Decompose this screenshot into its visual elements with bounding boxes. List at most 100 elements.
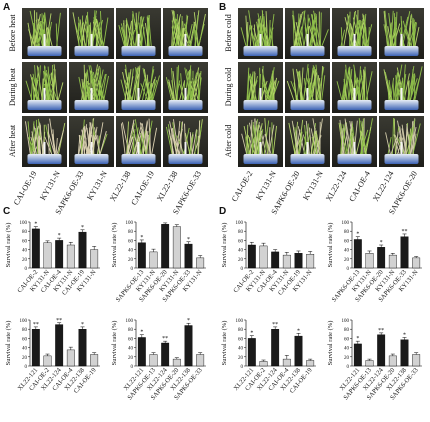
leaf (55, 137, 58, 157)
y-tick-label: 40 (22, 249, 28, 254)
column-label: CAI-OE-4 (347, 170, 372, 204)
leaf (176, 120, 181, 157)
error-bar (355, 340, 360, 344)
leaf (171, 26, 177, 49)
photo (379, 8, 424, 59)
leaf (349, 136, 353, 157)
leaf (141, 16, 147, 49)
y-tick-label: 20 (22, 258, 28, 263)
label-stick (137, 142, 140, 154)
bar (353, 343, 362, 367)
leaf (30, 121, 35, 157)
y-tick-label: 40 (344, 347, 350, 352)
pot (121, 100, 156, 110)
leaf (94, 127, 101, 157)
leaf (394, 64, 403, 103)
label-stick (184, 88, 187, 100)
leaf (340, 29, 345, 49)
leaf (128, 29, 136, 49)
leaf (395, 131, 399, 157)
pot (290, 154, 325, 164)
y-tick-label: 100 (342, 221, 350, 226)
bar (271, 329, 280, 367)
column-label: XL22-138 (108, 170, 132, 203)
y-tick-label: 20 (238, 258, 244, 263)
leaf (362, 13, 367, 49)
leaf (125, 20, 128, 49)
leaf (189, 136, 194, 157)
leaf (255, 123, 263, 157)
error-bar (163, 340, 168, 343)
y-tick-label: 40 (22, 347, 28, 352)
leaf (149, 79, 158, 103)
y-tick-label: 100 (236, 319, 244, 324)
photo (22, 8, 67, 59)
leaf (80, 124, 88, 157)
panel-label: B (219, 2, 226, 13)
leaf (315, 130, 322, 157)
leaf (47, 131, 56, 157)
label-stick (400, 88, 403, 100)
leaf (95, 18, 103, 49)
leaf (315, 133, 318, 157)
y-tick-label: 80 (128, 328, 134, 333)
bar (196, 354, 205, 367)
significance: * (403, 332, 406, 338)
leaf (189, 72, 198, 103)
bar (31, 228, 40, 269)
leaf (272, 125, 278, 157)
bar (55, 240, 64, 269)
leaf (147, 14, 150, 49)
error-bar (249, 335, 254, 339)
leaf (386, 82, 393, 103)
y-tick-label: 60 (22, 337, 28, 342)
y-tick-label: 100 (20, 319, 28, 324)
leaf (85, 11, 89, 49)
error-bar (57, 322, 62, 325)
y-axis-label: Survival rate (%) (111, 321, 118, 366)
leaf (140, 130, 146, 157)
row-label: After heat (8, 124, 17, 157)
leaf (179, 83, 186, 103)
y-axis-label: Survival rate (%) (5, 321, 12, 366)
leaf (350, 11, 356, 49)
bar (161, 224, 170, 269)
photo (238, 8, 283, 59)
label-stick (259, 142, 262, 154)
significance: * (187, 237, 190, 243)
error-bar (296, 250, 301, 254)
leaf (92, 21, 101, 49)
significance: * (380, 240, 383, 246)
pot (74, 100, 109, 110)
leaf (264, 133, 273, 157)
leaf (80, 78, 85, 103)
y-tick-label: 100 (342, 319, 350, 324)
y-tick-label: 20 (344, 258, 350, 263)
leaf (126, 20, 132, 49)
photo (116, 116, 161, 167)
leaf (99, 67, 103, 103)
leaf (321, 75, 326, 103)
leaf (286, 80, 295, 103)
leaf (302, 82, 307, 103)
error-bar (151, 352, 156, 355)
bar (78, 231, 87, 269)
bar (78, 329, 87, 367)
leaf (249, 78, 254, 103)
leaf (83, 137, 87, 157)
leaf (83, 64, 86, 103)
leaf (131, 67, 138, 103)
leaf (97, 135, 101, 157)
y-tick-label: 20 (128, 258, 134, 263)
y-tick-label: 0 (347, 365, 350, 370)
y-tick-label: 100 (126, 319, 134, 324)
leaf (249, 73, 258, 103)
y-tick-label: 40 (128, 347, 134, 352)
leaf (348, 68, 353, 103)
leaf (257, 13, 266, 49)
leaf (99, 11, 103, 49)
row-label: During cold (224, 68, 233, 106)
error-bar (355, 236, 360, 240)
row-label: Before heat (8, 14, 17, 52)
leaf (171, 128, 173, 157)
